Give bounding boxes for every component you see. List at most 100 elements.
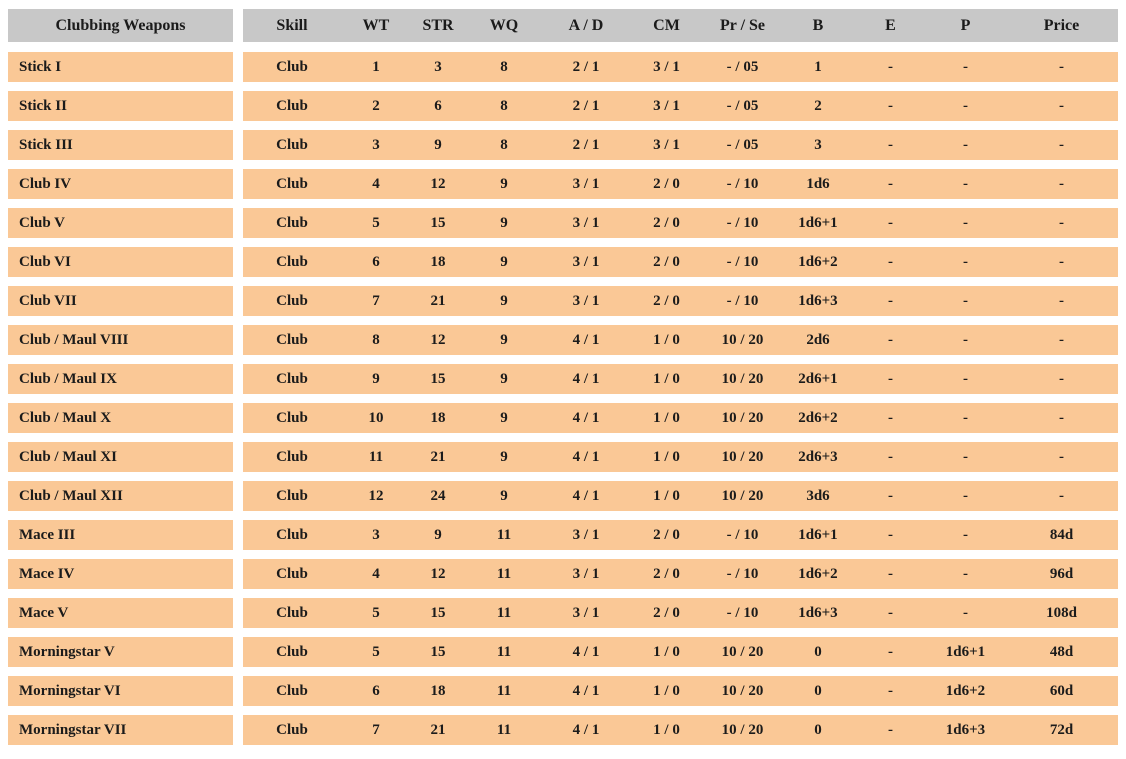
cell-prse: - / 10 [726,293,759,309]
cell-e: - [888,215,893,231]
cell-b: 2d6 [806,332,830,348]
cell-wq: 9 [500,371,508,387]
cell-ad: 3 / 1 [572,566,600,582]
stats-block: Club 9 15 9 4 / 1 1 / 0 10 / 20 2d6+1 - - - [243,364,1118,394]
stats-block: Club 4 12 9 3 / 1 2 / 0 - / 10 1d6 - - - [243,169,1118,199]
cell-ad: 3 / 1 [572,176,600,192]
table-row: Mace III Club 3 9 11 3 / 1 2 / 0 - / 10 1d6+1 - - 8… [8,520,1118,550]
cell-wt: 5 [372,644,380,660]
stats-block: Club 3 9 8 2 / 1 3 / 1 - / 05 3 - - - [243,130,1118,160]
cell-b: 0 [814,722,822,738]
cell-p: - [963,215,968,231]
cell-ad: 3 / 1 [572,254,600,270]
cell-p: 1d6+2 [945,683,986,699]
cell-price: - [1059,410,1064,426]
cell-b: 0 [814,683,822,699]
cell-b: 1 [814,59,822,75]
cell-ad: 3 / 1 [572,527,600,543]
stats-block: Club 5 15 11 3 / 1 2 / 0 - / 10 1d6+3 - - 108d [243,598,1118,628]
weapon-name-cell: Club VI [8,247,233,277]
cell-e: - [888,683,893,699]
cell-wq: 9 [500,488,508,504]
cell-prse: 10 / 20 [721,371,764,387]
cell-skill: Club [276,449,308,465]
cell-skill: Club [276,566,308,582]
cell-cm: 1 / 0 [653,683,680,699]
cell-wt: 11 [368,449,384,465]
cell-cm: 2 / 0 [653,293,680,309]
cell-p: - [963,410,968,426]
cell-ad: 4 / 1 [572,371,600,387]
cell-ad: 3 / 1 [572,215,600,231]
table-row: Club IV Club 4 12 9 3 / 1 2 / 0 - / 10 1d6 - - - [8,169,1118,199]
cell-price: - [1059,449,1064,465]
weapon-name-cell: Stick II [8,91,233,121]
table-row: Club / Maul IX Club 9 15 9 4 / 1 1 / 0 10 / 20 2… [8,364,1118,394]
cell-ad: 4 / 1 [572,449,600,465]
weapon-name-cell: Mace III [8,520,233,550]
column-header-price: Price [1043,17,1080,34]
cell-b: 3 [814,137,822,153]
cell-e: - [888,254,893,270]
cell-skill: Club [276,215,308,231]
cell-price: - [1059,98,1064,114]
cell-str: 21 [430,722,446,738]
cell-wq: 11 [496,644,512,660]
cell-p: - [963,488,968,504]
cell-skill: Club [276,722,308,738]
cell-wq: 11 [496,566,512,582]
weapon-name-cell: Mace V [8,598,233,628]
cell-price: - [1059,488,1064,504]
cell-wt: 8 [372,332,380,348]
table-row: Morningstar VI Club 6 18 11 4 / 1 1 / 0 10 / 20… [8,676,1118,706]
table-row: Stick II Club 2 6 8 2 / 1 3 / 1 - / 05 2 - - - [8,91,1118,121]
stats-block: Club 11 21 9 4 / 1 1 / 0 10 / 20 2d6+3 - - - [243,442,1118,472]
cell-price: 108d [1046,605,1077,621]
cell-p: - [963,527,968,543]
cell-wt: 4 [372,566,380,582]
cell-str: 3 [434,59,442,75]
cell-str: 21 [430,293,446,309]
cell-wq: 11 [496,527,512,543]
cell-str: 18 [430,683,446,699]
cell-str: 24 [430,488,446,504]
cell-wt: 7 [372,722,380,738]
weapon-name-cell: Club V [8,208,233,238]
cell-price: 48d [1049,644,1074,660]
cell-str: 12 [430,176,446,192]
cell-b: 1d6+2 [798,254,838,270]
weapon-name-cell: Morningstar VII [8,715,233,745]
cell-p: - [963,293,968,309]
cell-str: 9 [434,527,442,543]
cell-skill: Club [276,644,308,660]
cell-str: 15 [430,215,446,231]
cell-wt: 9 [372,371,380,387]
cell-skill: Club [276,59,308,75]
column-header-p: P [960,17,971,34]
column-header-e: E [885,17,896,34]
cell-prse: - / 10 [726,566,759,582]
column-header-skill: Skill [276,17,308,34]
cell-e: - [888,293,893,309]
cell-ad: 4 / 1 [572,644,600,660]
cell-wq: 9 [500,293,508,309]
cell-cm: 3 / 1 [653,98,680,114]
column-header-cm: CM [653,17,680,34]
cell-wq: 11 [496,683,512,699]
cell-e: - [888,644,893,660]
cell-prse: 10 / 20 [721,722,764,738]
cell-p: 1d6+1 [945,644,986,660]
cell-price: - [1059,371,1064,387]
weapon-name-cell: Club / Maul VIII [8,325,233,355]
stats-block: Club 2 6 8 2 / 1 3 / 1 - / 05 2 - - - [243,91,1118,121]
cell-str: 9 [434,137,442,153]
table-row: Club V Club 5 15 9 3 / 1 2 / 0 - / 10 1d6+1 - - - [8,208,1118,238]
cell-wq: 9 [500,332,508,348]
cell-price: - [1059,215,1064,231]
cell-wt: 3 [372,527,380,543]
cell-b: 2 [814,98,822,114]
table-row: Morningstar V Club 5 15 11 4 / 1 1 / 0 10 / 20 0… [8,637,1118,667]
cell-p: - [963,371,968,387]
cell-cm: 3 / 1 [653,59,680,75]
cell-ad: 3 / 1 [572,605,600,621]
